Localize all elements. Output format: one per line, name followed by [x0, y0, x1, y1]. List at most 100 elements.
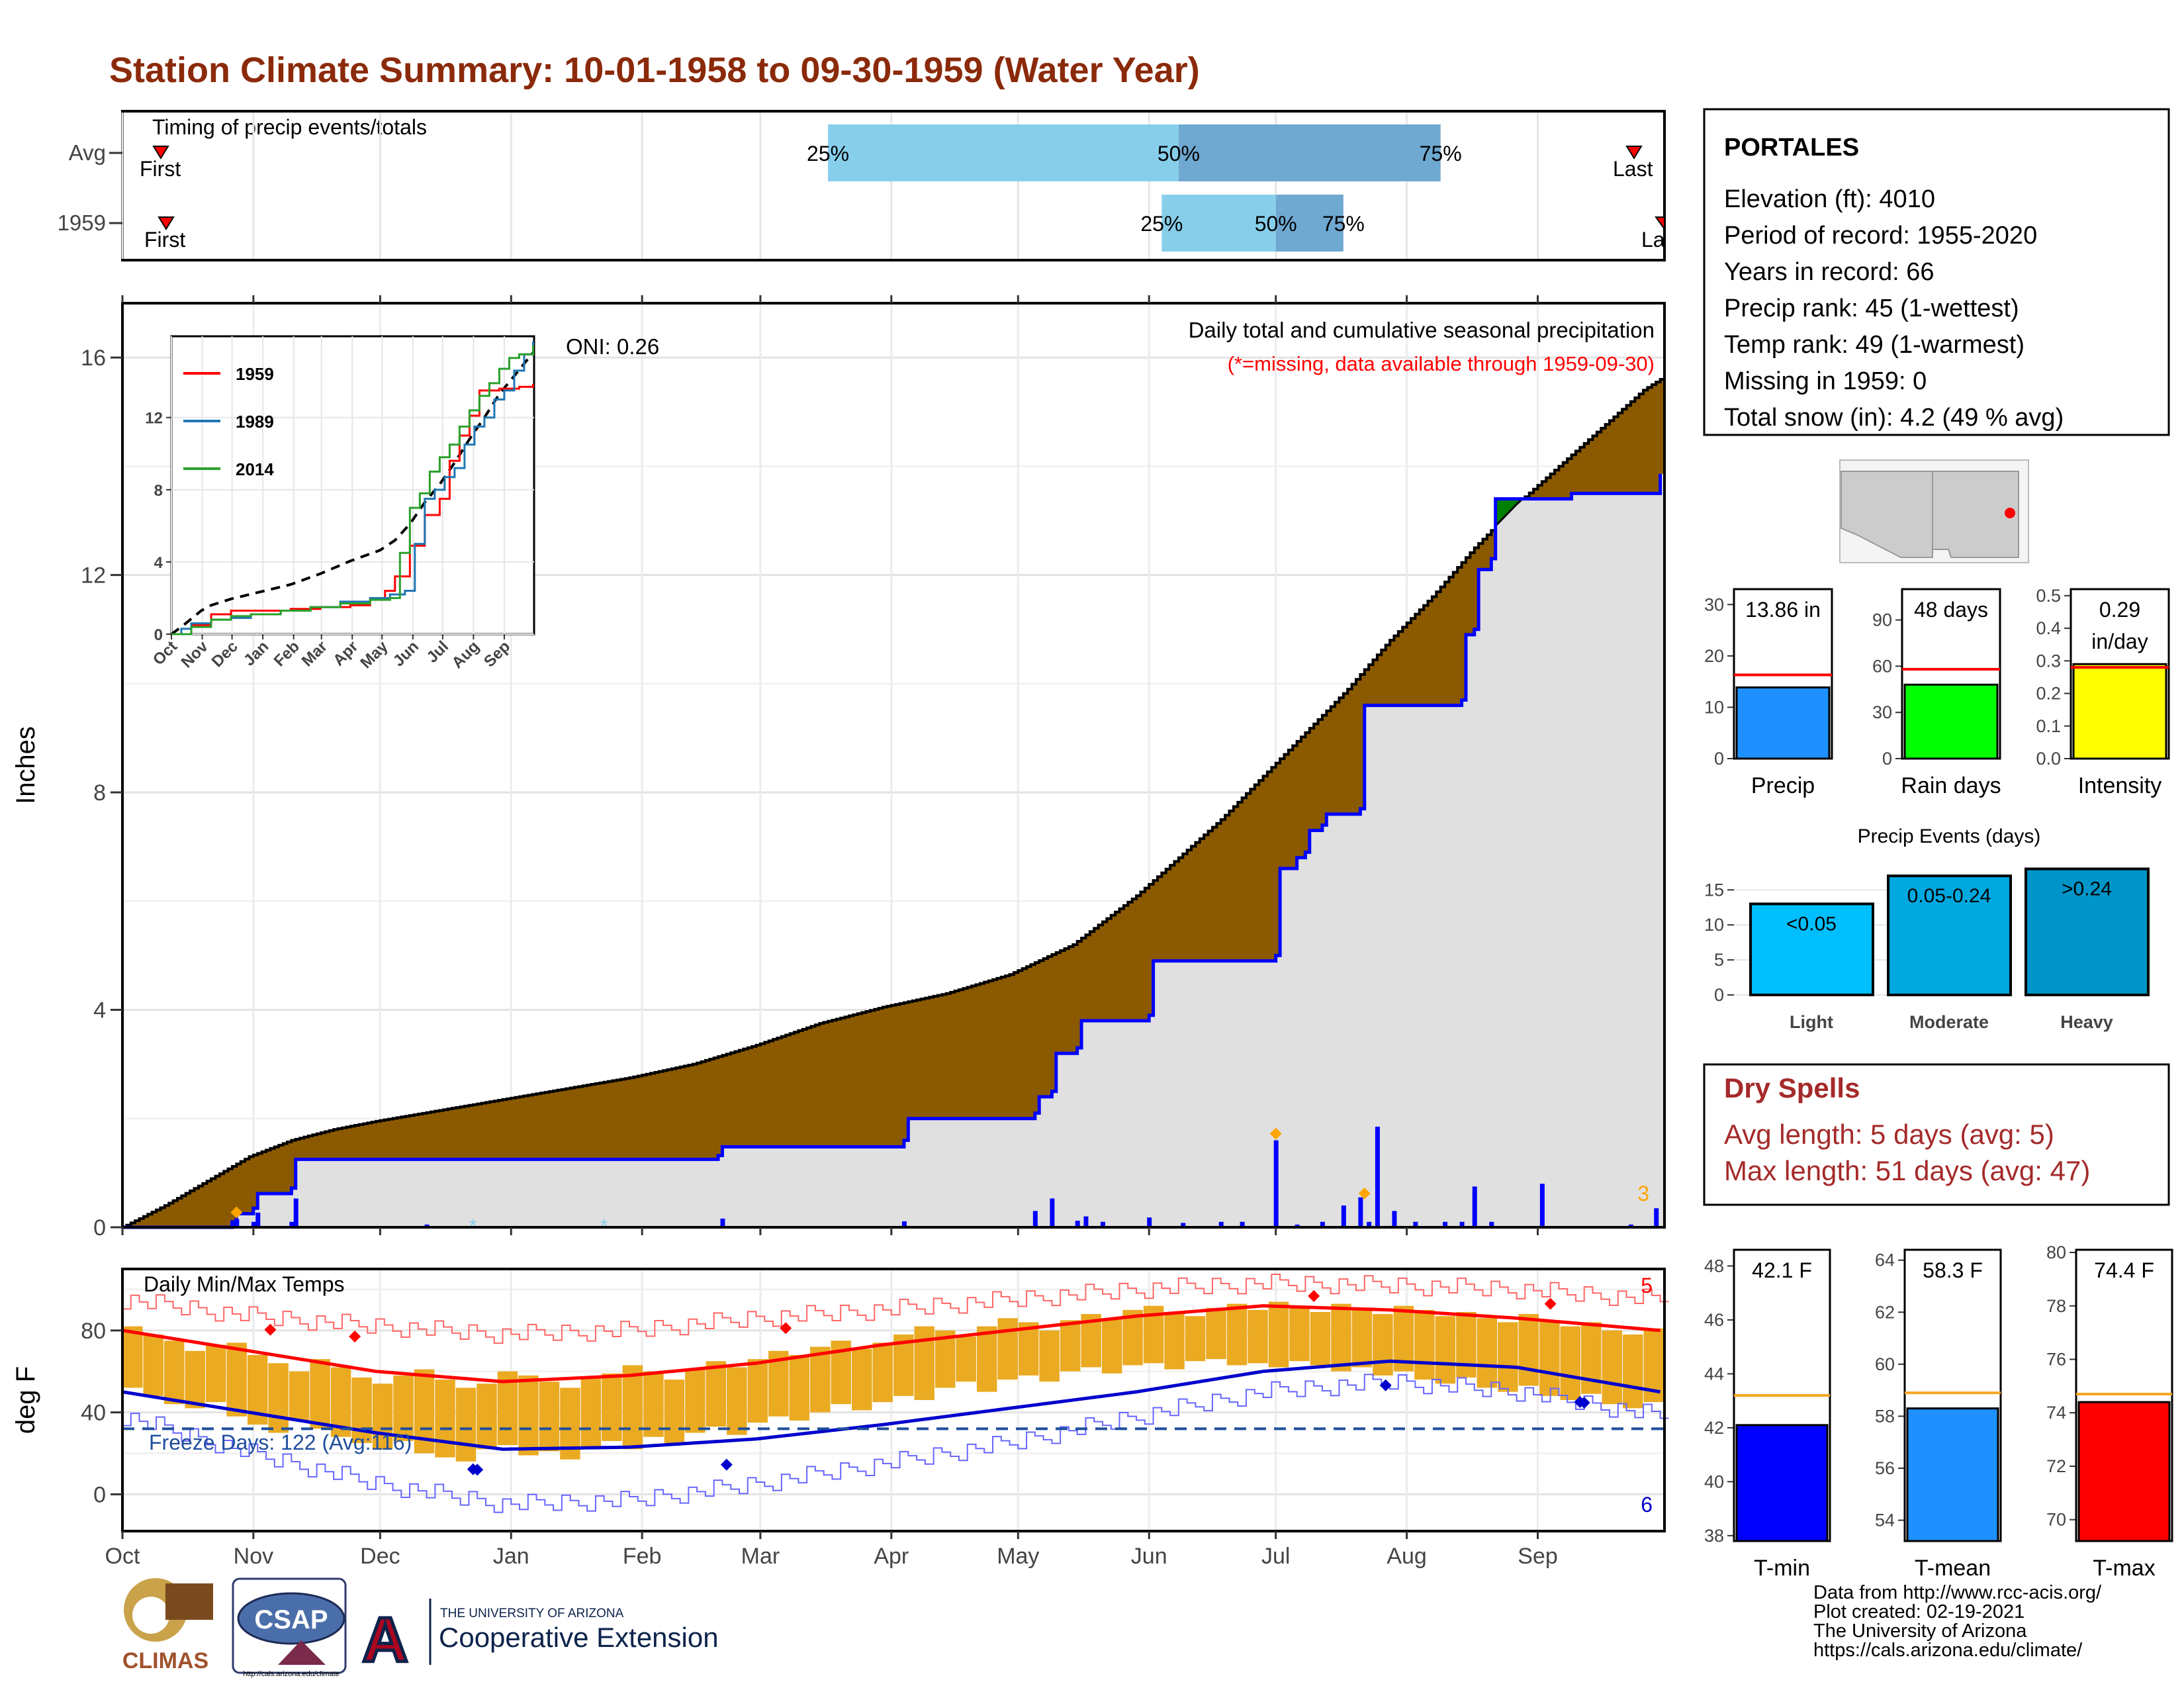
daily-precip-bar	[1218, 1221, 1224, 1227]
station-line-elevation: Elevation (ft): 4010	[1724, 185, 1935, 213]
timing-quantile-label: 50%	[1158, 142, 1200, 165]
small-bar-y-tick-label: 60	[1872, 656, 1892, 676]
record-low-marker	[720, 1458, 733, 1471]
daily-temp-range-bar	[643, 1371, 664, 1437]
timing-quantile-label: 50%	[1255, 212, 1297, 236]
inset-legend-2014: 2014	[236, 459, 274, 479]
daily-temp-range-bar	[622, 1365, 643, 1450]
small-bar-y-tick-label: 38	[1704, 1526, 1724, 1546]
record-low-marker	[1578, 1396, 1590, 1409]
record-low-marker	[1379, 1379, 1392, 1391]
record-low-marker	[471, 1464, 484, 1476]
csap-url: http://cals.arizona.edu/climate	[243, 1670, 340, 1678]
daily-temp-range-bar	[372, 1383, 393, 1450]
precip-events-value-label: <0.05	[1786, 913, 1837, 935]
record-high-marker	[1308, 1289, 1320, 1302]
station-line-period: Period of record: 1955-2020	[1724, 222, 2037, 250]
small-bar-y-tick-label: 64	[1875, 1250, 1895, 1270]
daily-precip-bar	[424, 1224, 430, 1227]
daily-temp-range-bar	[1477, 1318, 1498, 1388]
precip-events-category-label: Light	[1790, 1012, 1833, 1032]
small-bar-y-tick-label: 74	[2046, 1403, 2066, 1423]
small-bar-chart-t-min: 38 40 42 44 46 48 42.1 F T-min	[1704, 1248, 1831, 1581]
month-label-apr: Apr	[874, 1544, 909, 1569]
small-bar-y-tick-label: 54	[1875, 1511, 1895, 1530]
precip-events-y-tick-label: 0	[1714, 985, 1724, 1005]
daily-temp-range-bar	[310, 1359, 330, 1429]
last-marker-avg	[1625, 146, 1643, 160]
temp-y-tick-label: 0	[93, 1482, 106, 1507]
daily-temp-range-bar	[1518, 1314, 1539, 1386]
precip-events-y-tick-label: 10	[1704, 915, 1724, 935]
small-bar-chart-precip: 0 10 20 30 13.86 in Precip	[1704, 588, 1833, 798]
normal-min-line	[122, 1359, 1661, 1451]
precip-events-category-label: Moderate	[1909, 1012, 1989, 1032]
small-bar-y-tick-label: 90	[1872, 610, 1892, 630]
daily-temp-range-bar	[1331, 1303, 1351, 1372]
small-bar-value	[2072, 663, 2167, 760]
daily-temp-range-bar	[477, 1383, 497, 1450]
small-bar-value	[1735, 686, 1831, 760]
precip-subtitle: (*=missing, data available through 1959-…	[1228, 352, 1655, 375]
small-bar-y-tick-label: 10	[1704, 697, 1724, 717]
daily-temp-range-bar	[143, 1335, 163, 1396]
footer-line-2: Plot created: 02-19-2021	[1813, 1601, 2025, 1622]
daily-precip-bar	[1273, 1140, 1279, 1227]
daily-precip-bar	[1358, 1197, 1363, 1227]
daily-temp-range-bar	[185, 1350, 205, 1409]
precip-events-title: Precip Events (days)	[1858, 825, 2041, 847]
daily-temp-range-bar	[1248, 1309, 1268, 1364]
record-precip-marker	[230, 1206, 243, 1219]
small-bar-y-tick-label: 0	[1882, 749, 1892, 769]
daily-precip-bar	[1375, 1127, 1380, 1227]
footer-line-1: Data from http://www.rcc-acis.org/	[1813, 1582, 2102, 1603]
first-marker-avg	[152, 146, 169, 160]
daily-precip-bar	[293, 1198, 298, 1227]
daily-temp-range-bar	[1039, 1330, 1060, 1382]
inset-y-tick-label: 0	[154, 626, 163, 644]
dry-spells-title: Dry Spells	[1724, 1072, 1860, 1103]
timing-bar-q25-q50	[828, 124, 1179, 181]
daily-temp-range-bar	[664, 1380, 685, 1443]
daily-precip-bar	[1413, 1221, 1418, 1227]
daily-temp-bars	[122, 1301, 1664, 1462]
temp-y-tick-label: 40	[81, 1401, 106, 1426]
small-bar-category-label: T-max	[2093, 1556, 2155, 1581]
precip-corner-label: 3	[1637, 1182, 1649, 1205]
timing-quantile-label: 75%	[1322, 212, 1365, 236]
daily-temp-range-bar	[914, 1326, 934, 1400]
daily-precip-bar	[230, 1221, 235, 1227]
timing-bar-q50-q75	[1275, 195, 1343, 252]
temp-y-axis: 0 40 80	[81, 1319, 122, 1507]
record-min-line	[122, 1374, 1669, 1513]
month-label-nov: Nov	[234, 1544, 273, 1569]
daily-temp-range-bar	[1602, 1330, 1623, 1405]
station-line-missing: Missing in 1959: 0	[1724, 367, 1927, 395]
temp-y-label: deg F	[11, 1366, 40, 1434]
daily-precip-bar	[1628, 1224, 1633, 1227]
small-bar-category-label: T-mean	[1915, 1556, 1991, 1581]
station-line-years: Years in record: 66	[1724, 258, 1934, 286]
small-bar-category-label: Intensity	[2078, 773, 2162, 798]
daily-temp-range-bar	[289, 1371, 310, 1421]
daily-precip-bar	[1147, 1217, 1152, 1227]
daily-precip-bar	[1240, 1221, 1245, 1227]
month-label-mar: Mar	[741, 1544, 780, 1569]
precip-events-value-label: >0.24	[2062, 878, 2112, 900]
climas-logo-text: CLIMAS	[122, 1648, 208, 1673]
cumulative-1959-line	[122, 473, 1662, 1229]
daily-precip-bar	[1100, 1221, 1105, 1227]
small-bar-y-tick-label: 0.3	[2036, 651, 2061, 671]
daily-temp-range-bar	[1185, 1316, 1206, 1362]
inset-y-tick-label: 4	[154, 554, 163, 572]
small-bar-y-tick-label: 0.1	[2036, 716, 2061, 736]
timing-quantile-label: 25%	[807, 142, 849, 165]
footer-line-3: The University of Arizona	[1813, 1620, 2027, 1642]
inset-y-tick-label: 12	[145, 410, 163, 428]
daily-temp-range-bar	[1164, 1311, 1185, 1370]
daily-temp-range-bar	[1226, 1303, 1248, 1366]
small-bar-y-tick-label: 20	[1704, 646, 1724, 666]
precip-events-bar-light	[1749, 902, 1874, 996]
